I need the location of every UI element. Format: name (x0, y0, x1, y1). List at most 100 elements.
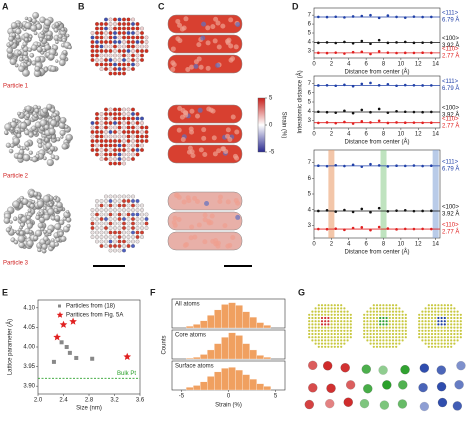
x-tick-label: 4 (347, 62, 351, 68)
density-blob (8, 148, 14, 154)
atom (131, 134, 135, 139)
histogram-bar (228, 332, 236, 360)
density-blob (22, 146, 26, 150)
lattice-atom (333, 313, 336, 316)
density-blob (20, 122, 28, 130)
lattice-atom (369, 313, 372, 316)
density-blob (54, 215, 61, 221)
lattice-atom (385, 323, 388, 326)
density-blob (24, 57, 29, 62)
lattice-atom (317, 313, 320, 316)
atom (217, 194, 223, 200)
atom (113, 239, 117, 244)
lattice-atom (388, 336, 391, 339)
density-blob (15, 34, 21, 40)
lattice-atom (382, 323, 385, 326)
atom (108, 194, 113, 199)
lattice-atom (450, 310, 453, 313)
lattice-atom (340, 307, 343, 310)
y-tick-label: 6 (308, 176, 312, 182)
density-blob (41, 243, 48, 250)
lattice-atom (324, 329, 327, 332)
atom (135, 143, 140, 148)
data-point (395, 109, 398, 113)
density-blob (18, 241, 25, 249)
lattice-atom (391, 323, 395, 326)
lattice-atom (366, 336, 369, 339)
atom (140, 44, 144, 49)
atom (122, 152, 126, 157)
x-tick-label: 4 (347, 242, 351, 248)
panel-label: E (2, 287, 8, 297)
atom (126, 134, 131, 139)
atom (117, 139, 122, 143)
atom (131, 152, 135, 157)
lattice-atom (336, 336, 340, 339)
lattice-atom (453, 313, 456, 316)
atom (126, 199, 131, 203)
atom (113, 26, 117, 31)
atom (216, 44, 222, 50)
data-point (395, 209, 398, 212)
data-point (351, 210, 355, 214)
lattice-atom (385, 320, 388, 323)
density-blob (29, 34, 33, 39)
atom (95, 58, 99, 62)
data-point (369, 42, 372, 46)
cluster-atom (452, 401, 462, 411)
density-blob (26, 239, 34, 247)
density-blob (35, 215, 41, 220)
atom (108, 112, 113, 116)
lattice-atom (327, 332, 330, 336)
density-blob (42, 48, 46, 53)
y-axis-label: Lattice parameter (Å) (7, 319, 14, 375)
atom (117, 134, 122, 139)
atom (135, 199, 140, 203)
atom (108, 121, 113, 125)
atom (126, 239, 131, 244)
density-blob (67, 45, 72, 50)
lattice-atom (388, 320, 391, 323)
atom (140, 208, 144, 212)
density-blob (61, 38, 67, 43)
lattice-atom (421, 336, 424, 339)
density-blob (34, 56, 41, 63)
lattice-atom (391, 345, 395, 348)
density-blob (34, 65, 41, 72)
lattice-atom (437, 316, 440, 320)
density-blob (17, 153, 24, 160)
atom (140, 40, 144, 44)
lattice-atom (330, 345, 333, 348)
y-axis-label: Counts (162, 335, 168, 354)
lattice-atom (401, 323, 404, 326)
cluster-atom (400, 365, 410, 375)
atom (108, 58, 113, 62)
lattice-atom (336, 323, 340, 326)
histogram-bar (263, 325, 272, 329)
lattice-atom (324, 304, 327, 307)
atom (108, 49, 113, 53)
density-blob (35, 229, 43, 237)
data-point (317, 15, 320, 19)
data-point (317, 51, 320, 55)
lattice-atom (314, 313, 317, 316)
lattice-atom (430, 332, 434, 336)
lattice-atom (311, 326, 314, 329)
lattice-atom (363, 329, 366, 332)
data-point (403, 110, 407, 114)
atom (122, 221, 126, 226)
lattice-atom (336, 345, 340, 348)
lattice-atom (308, 326, 311, 329)
atom (117, 235, 122, 239)
lattice-atom (434, 332, 437, 336)
cluster-atom (343, 397, 353, 407)
lattice-atom (437, 345, 440, 348)
atom (122, 121, 126, 125)
density-blob (8, 35, 14, 42)
atom (122, 71, 126, 76)
data-point (377, 16, 381, 20)
data-point (403, 227, 407, 231)
lattice-atom (456, 332, 459, 336)
atom (104, 203, 108, 208)
lattice-atom (327, 323, 330, 326)
